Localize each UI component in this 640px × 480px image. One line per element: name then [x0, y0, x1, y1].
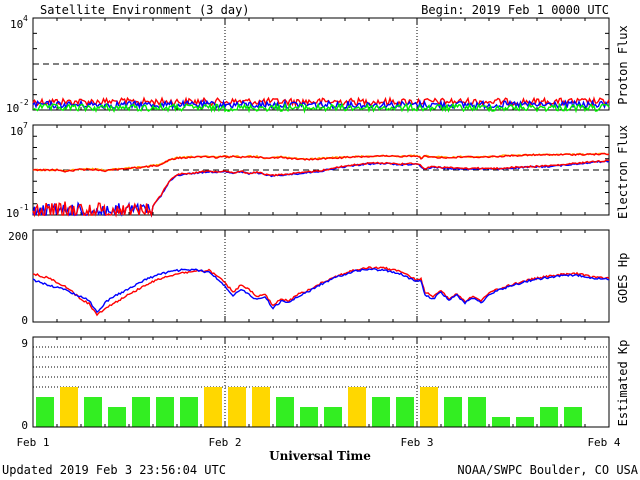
proton-flux-ylabel: Proton Flux — [616, 25, 630, 104]
proton-flux-panel: 10 410 -2 — [6, 14, 610, 115]
kp-bar — [252, 387, 270, 427]
panel-frame — [32, 17, 610, 111]
estimated-kp-ylabel: Estimated Kp — [616, 340, 630, 427]
kp-bar — [180, 397, 198, 427]
y-tick-label-bottom: 10 — [6, 207, 19, 220]
source-credit: NOAA/SWPC Boulder, CO USA — [457, 463, 638, 477]
kp-bar — [444, 397, 462, 427]
goes-hp-ylabel: GOES Hp — [616, 253, 630, 304]
x-tick-feb3: Feb 3 — [400, 436, 433, 449]
kp-bar — [300, 407, 318, 427]
kp-bar — [324, 407, 342, 427]
y-tick-label-bottom: 0 — [21, 314, 28, 327]
x-tick-feb1: Feb 1 — [16, 436, 49, 449]
begin-time: Begin: 2019 Feb 1 0000 UTC — [421, 3, 609, 17]
kp-bar — [348, 387, 366, 427]
kp-bar — [204, 387, 222, 427]
y-tick-label-bottom: 0 — [21, 419, 28, 432]
estimated-kp-panel: 90 — [21, 336, 610, 432]
kp-bar — [540, 407, 558, 427]
goes-hp-series-blue — [32, 268, 610, 314]
goes-hp-series-red — [32, 266, 610, 317]
kp-bar — [156, 397, 174, 427]
kp-bar — [60, 387, 78, 427]
proton-flux-series-blue — [32, 98, 610, 111]
panel-frame — [32, 229, 610, 323]
kp-bar — [396, 397, 414, 427]
proton-flux-series-green — [32, 102, 610, 114]
y-tick-label-top: 10 — [10, 125, 23, 138]
kp-bar — [36, 397, 54, 427]
x-tick-feb2: Feb 2 — [208, 436, 241, 449]
y-tick-label-top: 9 — [21, 337, 28, 350]
kp-bar — [108, 407, 126, 427]
kp-bar — [372, 397, 390, 427]
electron-flux-panel: 10 710 -1 — [6, 121, 610, 220]
electron-flux-ylabel: Electron Flux — [616, 125, 630, 219]
y-tick-exponent-top: 7 — [23, 121, 28, 130]
panel-frame — [32, 124, 610, 216]
kp-bar — [516, 417, 534, 427]
y-tick-label-top: 200 — [8, 230, 28, 243]
kp-bar — [564, 407, 582, 427]
kp-bar — [276, 397, 294, 427]
kp-bar — [492, 417, 510, 427]
electron-flux-series-red — [32, 159, 610, 218]
y-tick-exponent-bottom: -2 — [19, 98, 29, 107]
y-tick-exponent-bottom: -1 — [19, 203, 29, 212]
x-axis-label: Universal Time — [269, 449, 371, 463]
y-tick-label-bottom: 10 — [6, 102, 19, 115]
y-tick-exponent-top: 4 — [23, 14, 28, 23]
figure-title: Satellite Environment (3 day) — [40, 3, 250, 17]
kp-bar — [420, 387, 438, 427]
kp-bar — [468, 397, 486, 427]
x-tick-feb4: Feb 4 — [587, 436, 620, 449]
updated-timestamp: Updated 2019 Feb 3 23:56:04 UTC — [2, 463, 226, 477]
kp-bar — [228, 387, 246, 427]
electron-flux-series-red — [32, 152, 610, 173]
kp-bar — [132, 397, 150, 427]
kp-bar — [84, 397, 102, 427]
y-tick-label-top: 10 — [10, 18, 23, 31]
